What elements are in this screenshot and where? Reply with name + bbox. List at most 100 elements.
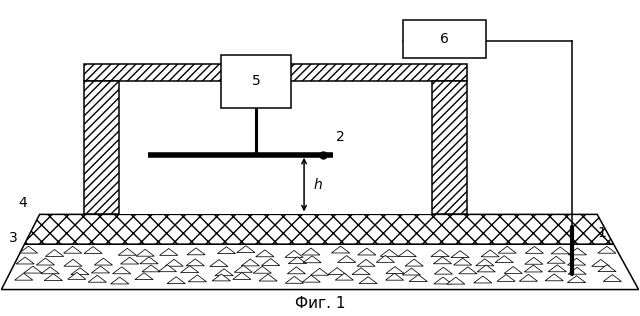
Polygon shape [504, 267, 522, 273]
Polygon shape [435, 267, 452, 274]
Polygon shape [158, 265, 177, 272]
Polygon shape [545, 274, 563, 281]
Polygon shape [525, 257, 543, 264]
Polygon shape [215, 269, 233, 276]
Polygon shape [167, 277, 186, 284]
Polygon shape [386, 267, 404, 273]
Polygon shape [358, 248, 376, 255]
Bar [431, 81, 467, 214]
Polygon shape [352, 268, 370, 275]
Polygon shape [598, 265, 616, 271]
Text: h: h [314, 178, 323, 191]
Polygon shape [524, 265, 543, 272]
Polygon shape [113, 267, 131, 274]
Polygon shape [385, 273, 404, 280]
Polygon shape [481, 250, 499, 257]
Polygon shape [398, 250, 417, 257]
Polygon shape [431, 250, 449, 257]
Polygon shape [288, 257, 307, 264]
Polygon shape [568, 258, 586, 265]
Polygon shape [256, 250, 274, 257]
Polygon shape [136, 249, 154, 256]
Polygon shape [94, 258, 113, 265]
Polygon shape [433, 257, 452, 264]
Polygon shape [68, 272, 86, 279]
Polygon shape [447, 277, 465, 284]
Polygon shape [568, 267, 586, 274]
Polygon shape [186, 259, 204, 266]
Polygon shape [218, 247, 236, 254]
Polygon shape [604, 275, 621, 282]
Polygon shape [335, 273, 353, 280]
Bar [221, 55, 291, 108]
Polygon shape [180, 266, 199, 273]
Polygon shape [88, 275, 106, 282]
Polygon shape [591, 259, 610, 266]
Polygon shape [302, 248, 320, 255]
Polygon shape [477, 265, 495, 272]
Polygon shape [598, 246, 616, 253]
Polygon shape [454, 258, 472, 265]
Text: Фиг. 1: Фиг. 1 [295, 296, 345, 312]
Polygon shape [337, 256, 356, 263]
Polygon shape [135, 273, 153, 280]
Polygon shape [63, 246, 82, 253]
Polygon shape [262, 258, 280, 265]
Polygon shape [434, 277, 452, 284]
Bar [84, 64, 467, 81]
Polygon shape [45, 250, 63, 257]
Polygon shape [84, 246, 102, 253]
Polygon shape [142, 265, 160, 272]
Polygon shape [111, 277, 129, 284]
Polygon shape [36, 258, 54, 265]
Polygon shape [285, 251, 303, 257]
Polygon shape [405, 259, 423, 266]
Bar [403, 20, 486, 58]
Text: 1: 1 [597, 226, 606, 240]
Polygon shape [165, 259, 183, 266]
Text: 3: 3 [8, 231, 17, 245]
Polygon shape [187, 248, 205, 255]
Polygon shape [498, 246, 516, 253]
Polygon shape [551, 247, 570, 254]
Polygon shape [359, 277, 377, 284]
Polygon shape [15, 273, 33, 280]
Polygon shape [451, 251, 469, 258]
Polygon shape [253, 266, 271, 273]
Polygon shape [519, 274, 538, 281]
Polygon shape [380, 249, 398, 256]
Polygon shape [1, 244, 639, 289]
Text: 6: 6 [440, 32, 449, 46]
Polygon shape [71, 268, 89, 275]
Polygon shape [16, 257, 34, 264]
Text: 5: 5 [252, 74, 260, 88]
Polygon shape [568, 248, 586, 255]
Polygon shape [403, 268, 420, 275]
Polygon shape [259, 274, 277, 281]
Polygon shape [547, 256, 565, 263]
Text: 4: 4 [18, 197, 27, 210]
Polygon shape [474, 276, 492, 283]
Polygon shape [302, 275, 321, 282]
Polygon shape [495, 256, 513, 263]
Bar [84, 81, 119, 214]
Polygon shape [188, 275, 207, 282]
Polygon shape [287, 267, 305, 274]
Polygon shape [234, 265, 252, 272]
Polygon shape [459, 267, 477, 274]
Bar [119, 81, 431, 214]
Polygon shape [568, 276, 586, 283]
Polygon shape [357, 259, 375, 266]
Polygon shape [525, 246, 543, 253]
Polygon shape [285, 276, 303, 283]
Polygon shape [140, 257, 158, 264]
Polygon shape [24, 266, 42, 273]
Polygon shape [328, 268, 346, 275]
Text: 2: 2 [336, 130, 345, 144]
Polygon shape [376, 255, 394, 262]
Polygon shape [332, 246, 349, 253]
Polygon shape [159, 248, 178, 255]
Polygon shape [409, 275, 428, 282]
Polygon shape [233, 272, 251, 279]
Polygon shape [41, 267, 60, 274]
